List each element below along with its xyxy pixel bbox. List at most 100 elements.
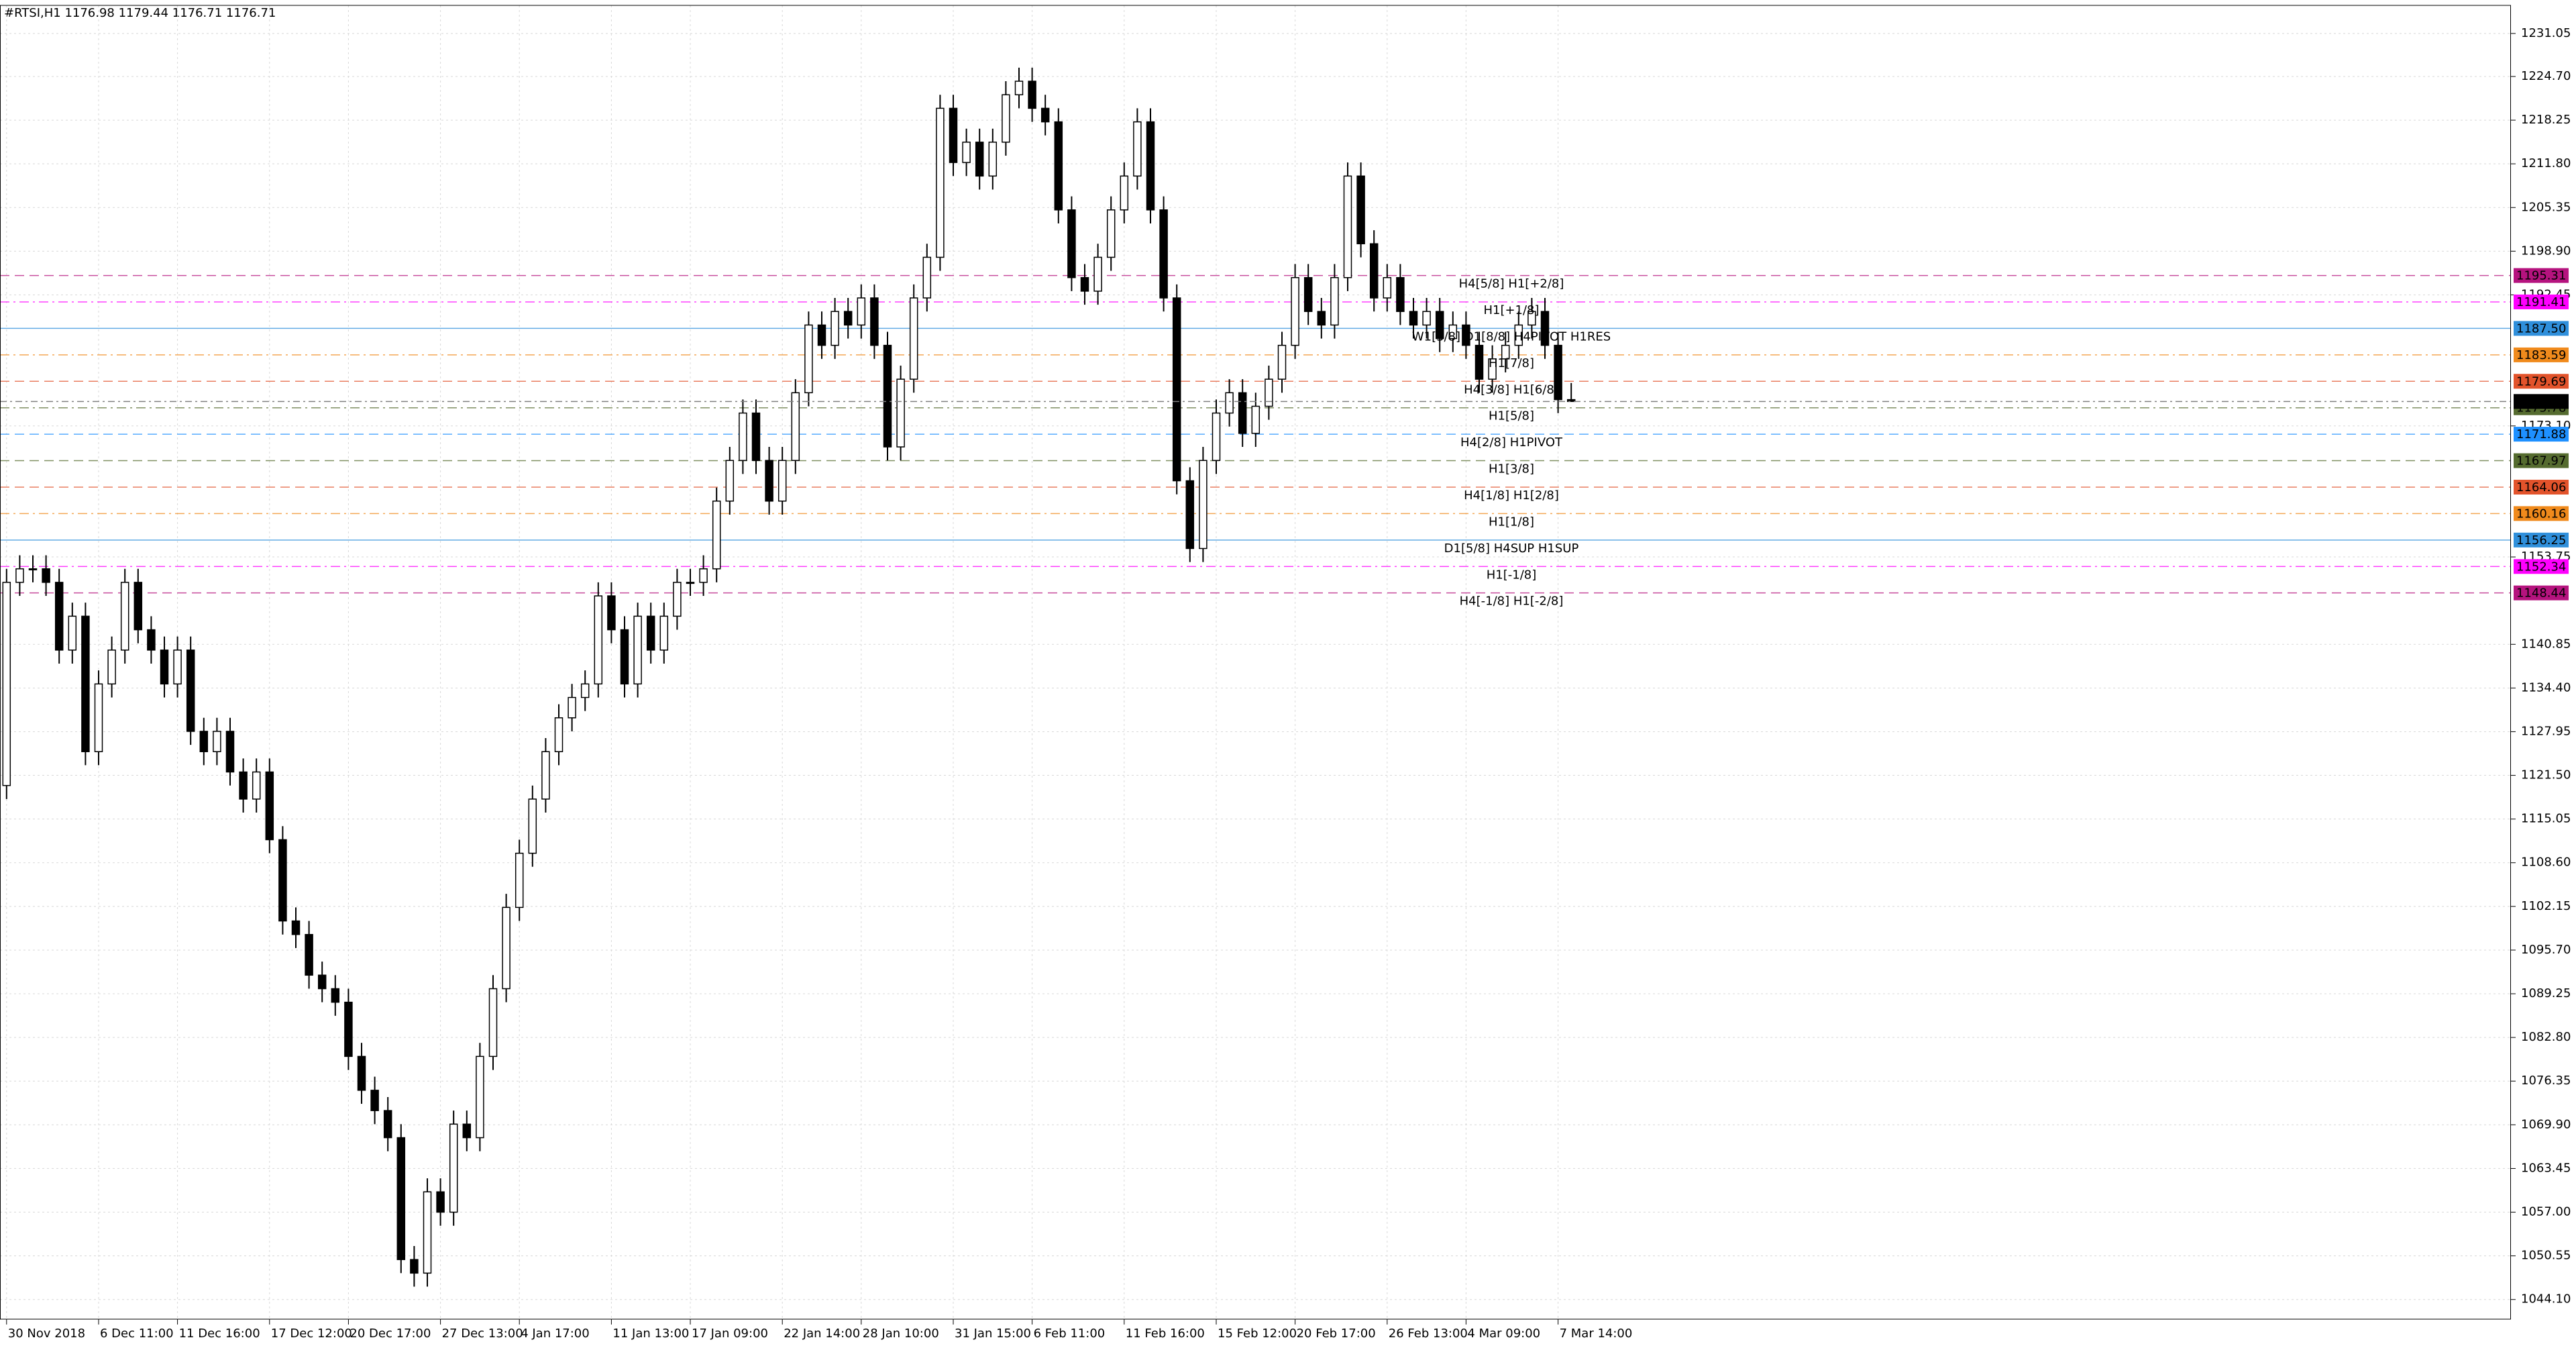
candle-body [173,650,182,685]
candle-body [28,568,38,570]
x-tick-label: 15 Feb 12:00 [1218,1327,1297,1341]
candle-body [712,501,721,570]
candle-body [1172,297,1181,482]
candle-body [1133,121,1142,177]
candle-body [252,771,261,800]
level-price-label: 1167.97 [2516,454,2566,468]
candle-body [502,907,511,990]
x-tick-label: 17 Jan 09:00 [692,1327,768,1341]
level-price-label: 1160.16 [2516,507,2566,521]
level-label: H1[3/8] [1489,462,1534,476]
x-tick-label: 22 Jan 14:00 [784,1327,860,1341]
y-tick-label: 1102.15 [2521,899,2571,913]
y-tick-label: 1121.50 [2521,768,2571,782]
candle-body [1265,378,1273,407]
level-label: H1[5/8] [1489,409,1534,423]
level-price-box [2514,347,2569,362]
y-tick-label: 1134.40 [2521,680,2571,694]
level-price-label: 1183.59 [2516,348,2566,362]
candle-body [107,650,116,685]
candle-body [410,1259,419,1274]
candle-body [515,852,524,909]
x-tick-label: 20 Dec 17:00 [350,1327,431,1341]
candle-body [620,629,629,685]
candle-body [383,1110,392,1139]
candle-body [1396,276,1405,312]
plot-frame [0,5,2511,1320]
level-price-label: 1179.69 [2516,374,2566,389]
candle-body [1554,344,1562,401]
x-tick-label: 31 Jan 15:00 [955,1327,1031,1341]
level-price-box [2514,480,2569,495]
candle-body [817,324,826,346]
level-price-label: 1171.88 [2516,427,2566,442]
level-label: H4[-1/8] H1[-2/8] [1460,594,1564,609]
y-tick-label: 1198.90 [2521,244,2571,258]
candle-body [54,582,64,651]
candle-body [15,568,24,583]
candle-body [870,297,879,346]
candle-body [423,1191,432,1274]
candle-body [580,683,590,698]
y-tick-label: 1127.95 [2521,724,2571,738]
candle-body [857,297,866,326]
level-label: H1[+1/8] [1483,303,1539,317]
candle-body [659,615,669,651]
y-tick-label: 1231.05 [2521,26,2571,40]
candle-body [120,582,129,651]
candle-body [370,1090,379,1111]
x-tick-label: 4 Mar 09:00 [1467,1327,1540,1341]
level-price-box [2514,321,2569,336]
candle-body [896,378,905,448]
level-label: D1[5/8] H4SUP H1SUP [1444,541,1579,556]
candle-body [1159,209,1168,299]
y-tick-label: 1057.00 [2521,1205,2571,1219]
candle-body [1106,209,1116,258]
candle-body [962,142,971,163]
candle-body [331,988,340,1003]
candle-body [1291,276,1299,346]
level-label: H1[-1/8] [1487,568,1537,582]
candle-body [646,615,655,651]
candle-body [344,1001,353,1057]
y-tick-label: 1076.35 [2521,1074,2571,1088]
candle-body [1435,311,1444,340]
candle-body [633,615,642,685]
level-price-label: 1187.50 [2516,321,2566,335]
y-tick-label: 1063.45 [2521,1161,2571,1175]
x-tick-label: 28 Jan 10:00 [863,1327,939,1341]
level-price-box [2514,427,2569,442]
candle-body [1514,324,1523,346]
level-label: H4[2/8] H1PIVOT [1460,435,1563,450]
candle-body [528,798,537,854]
candle-body [1185,480,1195,550]
candle-body [988,142,998,177]
x-tick-label: 6 Feb 11:00 [1034,1327,1106,1341]
y-tick-label: 1218.25 [2521,113,2571,127]
y-tick-label: 1115.05 [2521,812,2571,826]
candle-body [936,107,945,258]
level-price-box [2514,294,2569,309]
candle-body [1067,209,1076,278]
candle-body [265,771,274,841]
candle-body [94,683,103,752]
candle-body [133,582,143,631]
candle-body [1448,324,1458,340]
x-tick-label: 20 Feb 17:00 [1297,1327,1376,1341]
y-tick-label: 1044.10 [2521,1292,2571,1306]
x-tick-label: 11 Jan 13:00 [612,1327,689,1341]
y-tick-label: 1095.70 [2521,943,2571,957]
level-price-label: 1148.44 [2516,586,2566,601]
y-tick-label: 1140.85 [2521,637,2571,651]
candle-body [607,595,616,631]
level-price-box [2514,453,2569,468]
candle-body [462,1123,472,1139]
candle-body [725,460,735,502]
x-tick-label: 26 Feb 13:00 [1389,1327,1468,1341]
candle-body [1002,94,1010,143]
candle-body [1028,81,1036,109]
candle-body [791,392,800,461]
x-tick-label: 27 Dec 13:00 [442,1327,523,1341]
y-tick-label: 1082.80 [2521,1030,2571,1044]
